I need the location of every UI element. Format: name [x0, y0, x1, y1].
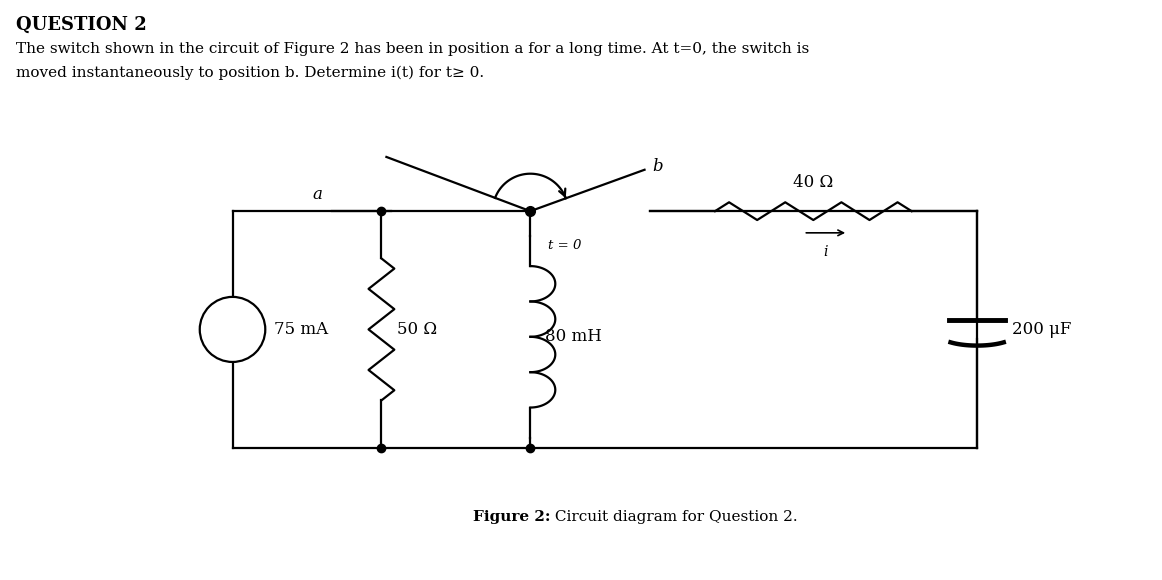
Text: a: a — [311, 186, 322, 203]
Text: 50 Ω: 50 Ω — [397, 321, 437, 338]
Text: 75 mA: 75 mA — [274, 321, 329, 338]
Circle shape — [200, 297, 265, 362]
Text: QUESTION 2: QUESTION 2 — [16, 16, 146, 34]
Text: Circuit diagram for Question 2.: Circuit diagram for Question 2. — [551, 510, 798, 524]
Text: b: b — [653, 158, 664, 175]
Text: i: i — [823, 245, 827, 259]
Text: Figure 2:: Figure 2: — [473, 510, 551, 524]
Text: 40 Ω: 40 Ω — [794, 175, 833, 191]
Text: The switch shown in the circuit of Figure 2 has been in position a for a long ti: The switch shown in the circuit of Figur… — [16, 42, 809, 56]
Text: 80 mH: 80 mH — [545, 328, 602, 345]
Text: t = 0: t = 0 — [548, 239, 582, 252]
Text: 200 μF: 200 μF — [1012, 321, 1071, 338]
Text: moved instantaneously to position b. Determine i(t) for t≥ 0.: moved instantaneously to position b. Det… — [16, 66, 485, 79]
